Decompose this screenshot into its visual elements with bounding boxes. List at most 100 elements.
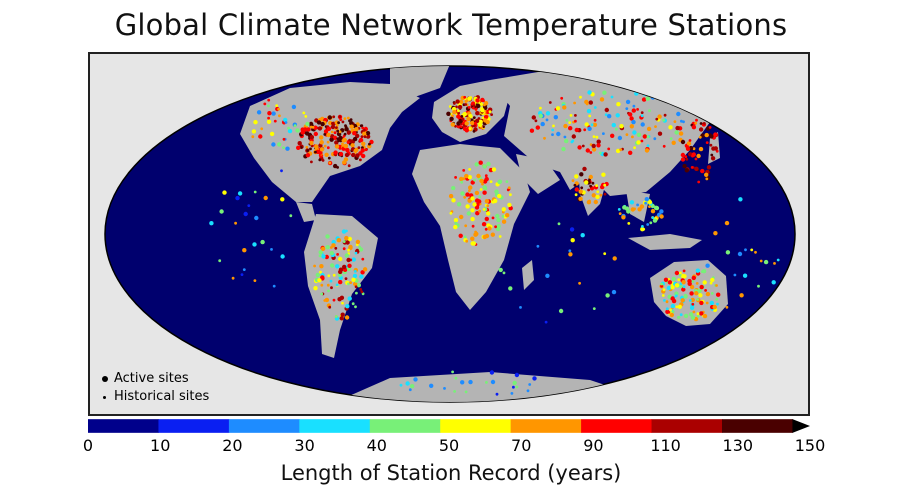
station-marker [342,247,346,251]
station-marker [691,152,696,157]
station-marker [455,99,460,104]
station-marker [270,248,273,251]
station-marker [694,121,698,125]
station-marker [321,159,325,162]
colorbar-bin [721,419,793,433]
station-marker [358,247,364,252]
station-marker [299,146,303,149]
station-marker [455,105,458,109]
station-marker [449,211,453,215]
colorbar-tick-label: 20 [222,436,243,455]
station-marker [335,283,339,287]
station-marker [680,152,686,158]
station-marker [571,134,576,139]
station-marker [482,208,486,211]
station-marker [578,281,581,285]
station-marker [467,175,472,180]
station-marker [689,291,694,296]
station-marker [691,302,695,306]
station-marker [706,165,712,170]
station-marker [578,196,583,201]
station-marker [514,372,520,378]
station-marker [671,310,675,314]
station-marker [267,104,270,108]
station-marker [488,110,492,114]
station-marker [704,172,709,177]
station-marker [300,130,305,135]
station-marker [362,267,368,272]
station-marker [551,128,555,132]
station-marker [314,144,319,149]
station-marker [278,114,281,118]
station-marker [598,151,602,155]
station-marker [776,258,780,262]
station-marker [557,222,561,226]
station-marker [352,136,358,142]
station-marker [253,279,257,282]
colorbar-bin [158,419,230,433]
station-marker [685,146,691,151]
station-marker [698,146,704,152]
station-marker [451,370,454,374]
station-marker [231,276,235,280]
station-marker [287,128,293,134]
station-marker [342,240,346,244]
station-marker [611,122,616,128]
station-marker [671,276,676,282]
station-marker [310,144,314,148]
station-marker [361,292,365,296]
station-marker [491,167,497,172]
station-marker [682,120,685,124]
station-marker [563,123,568,129]
station-marker [507,186,511,190]
station-marker [253,190,257,194]
legend-active-sites: Active sites [102,370,209,388]
station-marker [646,223,650,226]
station-marker [242,248,247,253]
station-marker [695,282,699,285]
station-marker [573,101,576,105]
station-marker [247,204,251,208]
station-marker [681,280,686,285]
station-marker [309,140,314,146]
station-marker [629,124,634,129]
station-marker [540,121,545,127]
colorbar-bin [581,419,653,433]
station-marker [334,246,338,250]
station-marker [251,135,255,139]
station-marker [317,126,323,131]
station-marker [474,205,480,210]
station-marker [490,379,496,385]
station-marker [692,147,696,151]
station-marker [356,283,361,288]
station-marker [605,293,610,298]
station-marker [466,116,471,122]
station-marker [318,250,323,255]
station-marker [636,140,641,145]
station-marker [341,142,344,146]
station-marker [330,135,333,139]
station-marker [271,111,276,116]
station-marker [710,153,714,157]
station-marker [629,200,635,205]
station-marker [479,178,484,184]
station-marker [644,201,647,205]
station-marker [311,128,314,131]
station-marker [551,133,554,136]
station-marker [450,122,455,127]
station-marker [413,377,418,382]
station-marker [490,113,493,116]
station-marker [320,246,326,251]
station-marker [482,164,487,169]
colorbar-label: Length of Station Record (years) [280,461,622,485]
station-marker [481,222,487,227]
station-marker [705,263,710,268]
station-marker [479,188,483,191]
colorbar-tick-label: 150 [794,436,826,455]
station-marker [457,104,463,110]
station-marker [314,150,317,154]
station-marker [334,315,338,318]
station-marker [242,268,246,271]
station-marker [297,141,302,146]
station-marker [630,207,635,212]
